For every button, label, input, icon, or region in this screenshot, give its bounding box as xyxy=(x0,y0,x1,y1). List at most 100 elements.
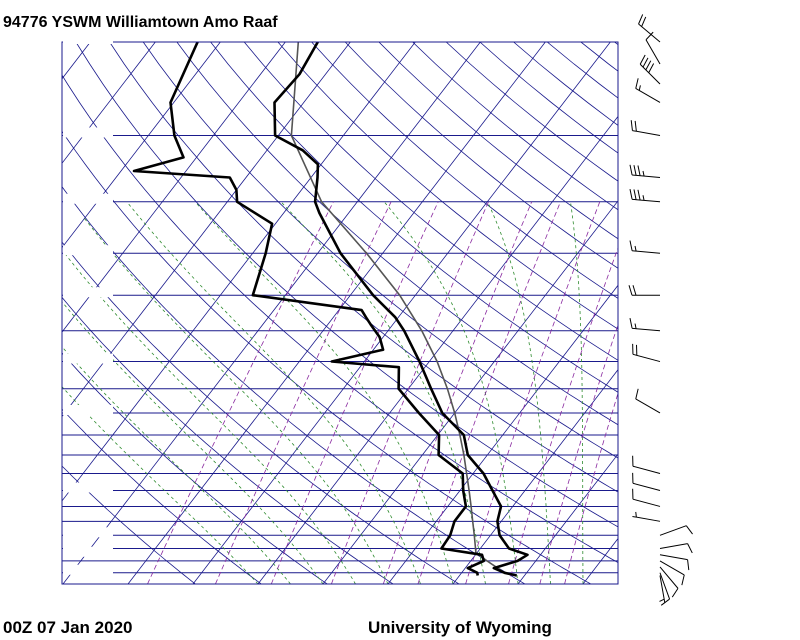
wind-barb-staff xyxy=(659,572,671,600)
isotherm-line xyxy=(62,42,221,249)
dry-adiabat xyxy=(580,42,618,72)
wind-barb-staff xyxy=(659,566,679,589)
moist-adiabat xyxy=(280,201,486,584)
dry-adiabat xyxy=(62,465,196,584)
wind-barbs xyxy=(628,14,693,606)
parcel-trace xyxy=(290,42,506,574)
moist-adiabat xyxy=(62,346,291,584)
dry-adiabat xyxy=(62,186,526,584)
wind-barb-feather xyxy=(632,285,637,296)
dry-adiabat xyxy=(648,42,800,584)
wind-barb-staff xyxy=(659,525,687,536)
mixing-ratio-line xyxy=(147,201,334,584)
isotherm-line xyxy=(62,42,156,164)
wind-barb-half-feather xyxy=(634,245,637,252)
mixing-ratio-line xyxy=(564,391,618,584)
mixing-ratio-line xyxy=(331,201,489,584)
dry-adiabat xyxy=(62,241,460,584)
wind-barb-feather xyxy=(633,189,637,200)
moist-adiabat xyxy=(64,252,356,584)
dry-adiabat xyxy=(614,42,618,46)
wind-barb-half-feather xyxy=(659,598,665,602)
dry-adiabat xyxy=(62,408,262,584)
wind-barb-staff xyxy=(632,465,661,474)
wind-barb-staff xyxy=(632,198,661,203)
isotherm-line xyxy=(322,200,618,584)
wind-barb-feather xyxy=(642,57,649,68)
wind-barb-feather xyxy=(634,120,637,132)
mixing-ratio-line xyxy=(539,323,618,584)
dry-adiabat xyxy=(176,42,618,426)
wind-barb xyxy=(629,318,661,332)
moist-adiabat xyxy=(84,218,389,584)
wind-barb xyxy=(628,285,660,296)
sounding-profiles xyxy=(132,42,529,577)
wind-barb xyxy=(639,54,661,85)
isotherm-line xyxy=(62,42,481,584)
wind-barb-feather xyxy=(648,63,655,73)
dry-adiabat xyxy=(109,42,618,493)
dry-adiabat xyxy=(513,42,618,126)
wind-barb-half-feather xyxy=(638,85,641,91)
height-label-bg xyxy=(63,564,113,575)
wind-barb-feather xyxy=(687,559,690,571)
moist-adiabat xyxy=(194,201,454,584)
wind-barb-feather xyxy=(671,588,679,598)
height-label-bg xyxy=(63,404,113,415)
thermo-grid xyxy=(62,42,800,584)
wind-barb-feather xyxy=(629,240,633,251)
wind-barb xyxy=(659,572,671,606)
wind-barb-feather xyxy=(638,14,644,25)
wind-barb-staff xyxy=(659,543,688,549)
wind-barb-staff xyxy=(632,250,661,254)
isotherm-line xyxy=(452,369,618,584)
wind-barb-feather xyxy=(687,543,693,554)
wind-barb-feather xyxy=(629,318,633,329)
isotherm-line xyxy=(127,42,546,584)
wind-barb-feather xyxy=(639,54,646,65)
mixing-ratio-line xyxy=(270,201,439,584)
wind-barb-half-feather xyxy=(642,170,645,177)
wind-barb-staff xyxy=(632,327,661,332)
isotherm-line xyxy=(192,42,611,584)
wind-barb-staff xyxy=(632,174,661,178)
wind-barb-feather xyxy=(630,120,633,131)
dry-adiabat xyxy=(277,42,618,330)
dry-adiabat xyxy=(75,42,618,528)
wind-barb-feather xyxy=(637,165,641,176)
wind-barb-staff xyxy=(632,130,661,136)
dry-adiabat xyxy=(62,130,591,584)
wind-barb xyxy=(659,575,666,604)
wind-barb xyxy=(629,189,661,203)
moist-adiabat xyxy=(487,201,551,584)
moist-adiabat xyxy=(383,201,519,584)
wind-barb xyxy=(645,31,661,65)
height-label-bg xyxy=(63,546,113,557)
wind-barb-feather xyxy=(635,78,639,89)
wind-barb xyxy=(632,343,661,363)
wind-barb-staff xyxy=(645,39,661,65)
moist-adiabat xyxy=(62,386,259,584)
wind-barb-staff xyxy=(639,63,661,85)
wind-barb-staff xyxy=(635,398,661,414)
dry-adiabat xyxy=(479,42,618,154)
wind-barb xyxy=(632,488,661,507)
mixing-ratio-line xyxy=(508,246,618,584)
height-label-bg xyxy=(63,527,113,538)
mixing-ratio-line xyxy=(417,201,561,584)
isotherm-line xyxy=(517,453,618,584)
wind-barb-staff xyxy=(632,515,661,522)
wind-barb-feather xyxy=(685,525,693,535)
wind-barb-feather xyxy=(629,164,633,176)
wind-barb-staff xyxy=(632,498,661,507)
wind-barb-feather xyxy=(635,388,639,400)
wind-barb xyxy=(632,511,661,522)
wind-barb xyxy=(629,164,661,178)
isotherm-line xyxy=(713,42,800,584)
moist-adiabat xyxy=(62,301,324,584)
plot-frame xyxy=(61,41,619,585)
dry-adiabat xyxy=(142,42,618,459)
wind-barb xyxy=(632,472,661,492)
dry-adiabat xyxy=(210,42,618,393)
